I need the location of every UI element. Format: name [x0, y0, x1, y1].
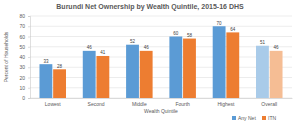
y-tick: 10 [19, 85, 30, 91]
grid-line [30, 36, 292, 37]
data-label: 60 [173, 31, 179, 36]
y-tick-label: 70 [19, 23, 25, 29]
legend-label: ITN [268, 115, 276, 121]
bars [39, 26, 282, 98]
data-label: 58 [187, 33, 193, 38]
y-tick-mark [28, 37, 30, 38]
x-axis-line [31, 98, 293, 99]
grid-line [30, 46, 292, 47]
x-tick-label: Middle [132, 101, 147, 107]
bar [169, 37, 182, 99]
y-tick: 0 [22, 95, 30, 101]
bar [83, 51, 96, 98]
y-tick-label: 60 [19, 34, 25, 40]
y-axis-title: Percent of Households [3, 31, 9, 82]
y-tick-mark [28, 67, 30, 68]
title: Burundi Net Ownership by Wealth Quintile… [56, 3, 244, 11]
grid-line [30, 77, 292, 78]
y-tick-mark [28, 26, 30, 27]
grid-line [30, 16, 292, 17]
data-label: 52 [130, 39, 136, 44]
y-tick-mark [28, 88, 30, 89]
x-tick: Middle [132, 98, 147, 107]
data-labels: 33 46 52 60 70 51 28 41 46 58 64 46 [43, 21, 279, 69]
y-tick: 30 [19, 64, 30, 70]
grid [30, 16, 292, 98]
legend-swatch [262, 116, 266, 120]
y-axis-line [28, 17, 31, 99]
x-tick-label: Lowest [45, 101, 61, 107]
plot: 0 10 20 30 40 50 60 70 80 Lowest Second Middle Fourt… [19, 13, 292, 106]
bar [140, 51, 153, 98]
grid-line [30, 57, 292, 58]
y-tick: 70 [19, 23, 30, 29]
data-label: 51 [260, 40, 266, 45]
bar [126, 45, 139, 98]
y-tick-mark [28, 98, 30, 99]
y-tick-label: 20 [19, 75, 25, 81]
x-axis: Lowest Second Middle Fourth Highest Overall [31, 98, 293, 107]
data-label: 70 [217, 21, 223, 26]
bar [53, 69, 66, 98]
x-axis-title: Wealth Quintile [144, 108, 178, 114]
data-label: 64 [230, 27, 236, 32]
grid-line [30, 67, 292, 68]
x-tick-label: Overall [261, 101, 277, 107]
legend-swatch [232, 116, 236, 120]
y-tick-mark [28, 16, 30, 17]
data-label: 33 [43, 59, 49, 64]
grid-line [30, 98, 292, 99]
y-axis: 0 10 20 30 40 50 60 70 80 [19, 13, 30, 101]
grid-line [30, 26, 292, 27]
y-tick-label: 40 [19, 54, 25, 60]
grid-line [30, 87, 292, 88]
bar [39, 64, 52, 98]
bar [226, 32, 239, 98]
y-tick-mark [28, 78, 30, 79]
bar [96, 56, 109, 98]
y-tick: 60 [19, 34, 30, 40]
y-tick: 50 [19, 44, 30, 50]
bar [270, 51, 283, 98]
bar [256, 46, 269, 98]
x-tick-label: Highest [217, 101, 235, 107]
legend: Any Net ITN [232, 115, 276, 121]
data-label: 41 [100, 50, 106, 55]
y-tick-label: 10 [19, 85, 25, 91]
y-tick-mark [28, 57, 30, 58]
y-tick: 40 [19, 54, 30, 60]
data-label: 28 [57, 64, 63, 69]
y-tick: 80 [19, 13, 30, 19]
legend-label: Any Net [238, 115, 256, 121]
x-tick: Lowest [45, 98, 61, 107]
y-tick-label: 50 [19, 44, 25, 50]
y-tick-label: 0 [22, 95, 25, 101]
x-tick: Highest [217, 98, 235, 107]
data-label: 46 [87, 45, 93, 50]
x-tick: Fourth [175, 98, 190, 107]
x-tick: Overall [261, 98, 277, 107]
x-tick-label: Fourth [175, 101, 190, 107]
x-tick-label: Second [88, 101, 105, 107]
bar [183, 39, 196, 98]
x-tick: Second [88, 98, 105, 107]
data-label: 46 [144, 45, 150, 50]
y-tick-label: 30 [19, 64, 25, 70]
y-tick-label: 80 [19, 13, 25, 19]
y-tick: 20 [19, 75, 30, 81]
bar [213, 26, 226, 98]
y-tick-mark [28, 47, 30, 48]
data-label: 46 [274, 45, 280, 50]
chart: 0 10 20 30 40 50 60 70 80 Lowest Second Middle Fourt… [0, 0, 300, 124]
